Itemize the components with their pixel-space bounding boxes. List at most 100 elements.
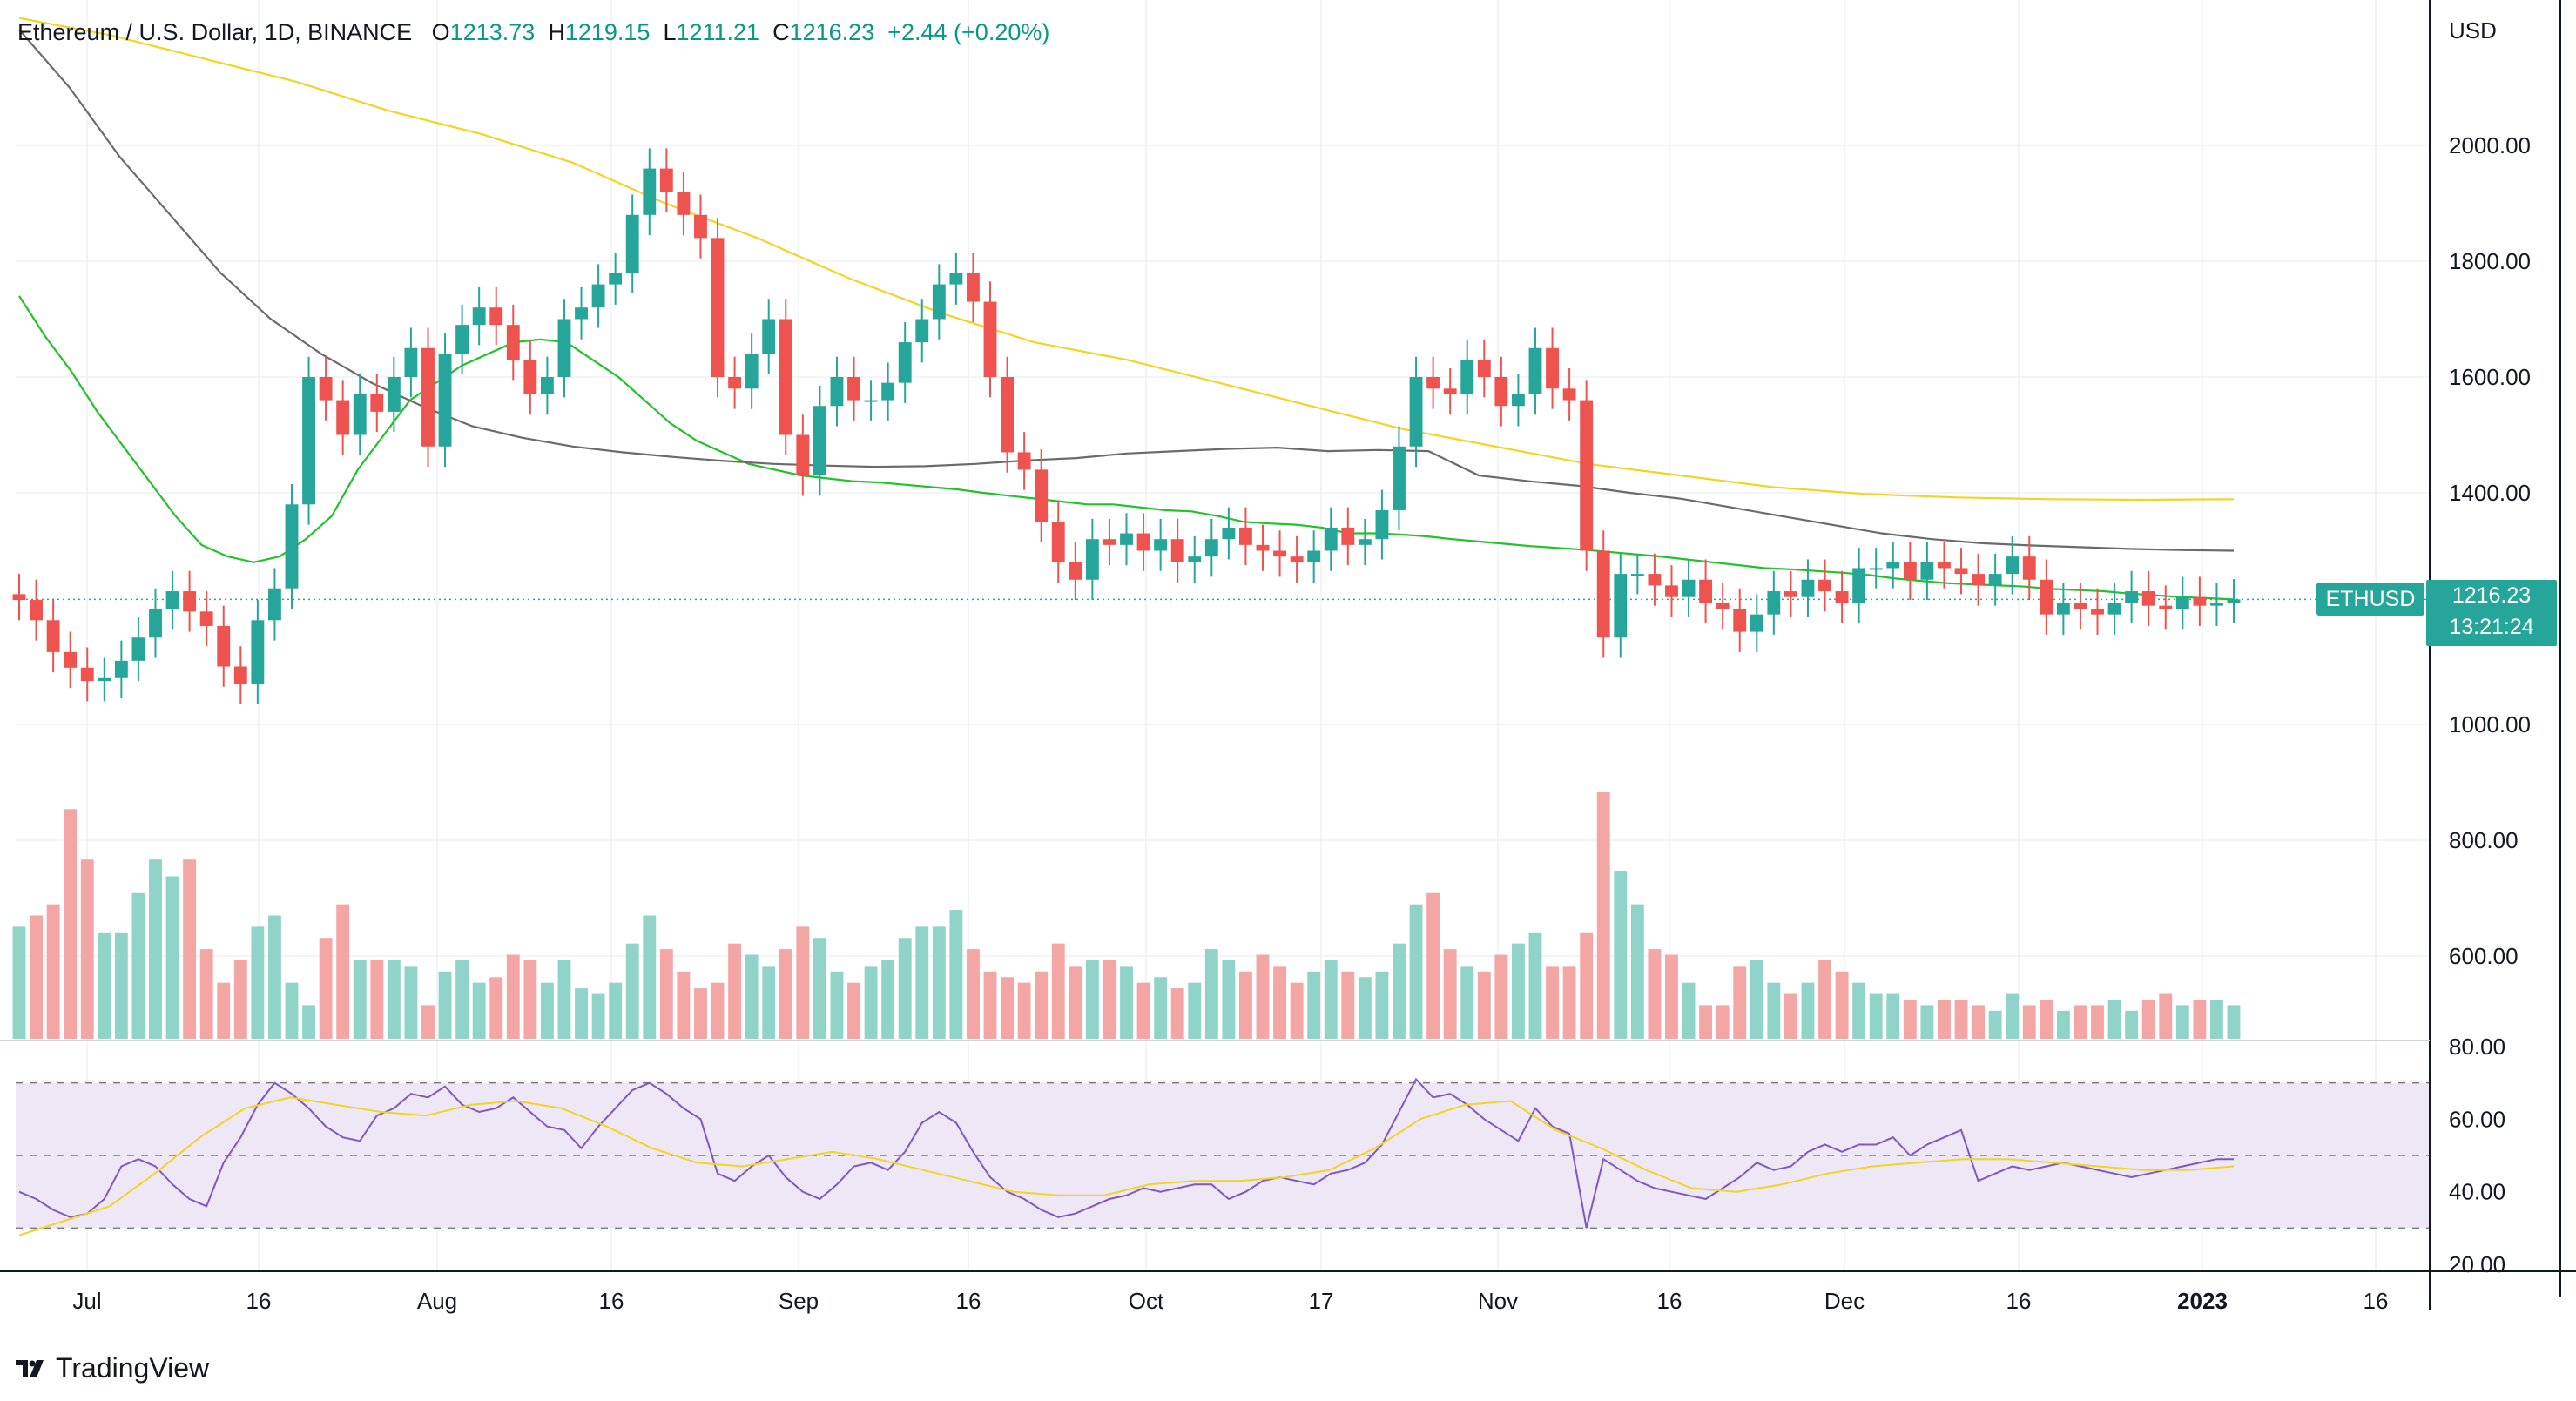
- open-value: 1213.73: [449, 19, 536, 45]
- candle-body: [1580, 400, 1594, 551]
- low-label: L: [663, 19, 677, 45]
- candle-body: [1494, 377, 1508, 407]
- volume-bar: [591, 993, 605, 1039]
- candle-body: [915, 319, 929, 343]
- candle-body: [1154, 539, 1168, 551]
- candle-body: [745, 354, 759, 389]
- time-axis-label: 16: [2364, 1288, 2389, 1314]
- candle-body: [370, 394, 384, 412]
- candle-body: [1733, 609, 1747, 632]
- candle-body: [1273, 550, 1286, 557]
- candle-body: [983, 301, 997, 377]
- volume-bar: [1869, 993, 1883, 1039]
- volume-bar: [455, 960, 469, 1039]
- volume-bar: [881, 960, 895, 1039]
- volume-bar: [506, 954, 520, 1039]
- volume-bar: [387, 960, 401, 1039]
- volume-bar: [2227, 1005, 2241, 1039]
- volume-bar: [2210, 999, 2223, 1039]
- candle-body: [1170, 539, 1184, 562]
- volume-bar: [114, 932, 128, 1039]
- volume-bar: [1580, 932, 1594, 1039]
- volume-bar: [1767, 982, 1781, 1039]
- volume-bar: [46, 904, 60, 1039]
- candle-body: [353, 394, 367, 435]
- candle-body: [1324, 527, 1338, 551]
- brand-logo[interactable]: TradingView: [16, 1352, 209, 1384]
- candle-body: [165, 591, 179, 609]
- volume-bar: [2056, 1010, 2070, 1039]
- volume-bar: [319, 938, 333, 1039]
- candle-body: [251, 620, 265, 684]
- volume-bar: [233, 960, 247, 1039]
- volume-bar: [1614, 871, 1628, 1039]
- candle-body: [80, 667, 94, 682]
- price-axis-tick: 2000.00: [2449, 132, 2531, 158]
- volume-bar: [745, 954, 759, 1039]
- volume-bar: [983, 971, 997, 1039]
- candle-body: [1528, 347, 1542, 394]
- volume-bar: [1546, 966, 1559, 1039]
- rsi-lines: [18, 1077, 2235, 1236]
- volume-bar: [165, 876, 179, 1039]
- volume-bar: [523, 960, 537, 1039]
- candle-body: [489, 307, 503, 326]
- volume-bar: [694, 988, 707, 1039]
- time-axis-label: Nov: [1478, 1288, 1518, 1314]
- candle-body: [1682, 579, 1696, 597]
- volume-bar: [796, 926, 810, 1039]
- time-axis-label: Sep: [779, 1288, 819, 1314]
- volume-bar: [847, 982, 860, 1039]
- candle-body: [1562, 388, 1576, 401]
- volume-bar: [1682, 982, 1696, 1039]
- candle-body: [12, 594, 26, 601]
- volume-bar: [267, 915, 281, 1039]
- volume-bar: [183, 859, 197, 1039]
- candle-body: [659, 168, 673, 192]
- volume-bar: [557, 960, 571, 1039]
- candle-body: [1017, 452, 1031, 470]
- volume-bar: [2022, 1005, 2036, 1039]
- volume-bar: [1069, 966, 1082, 1039]
- volume-bar: [915, 926, 929, 1039]
- volume-bar: [1017, 982, 1031, 1039]
- volume-bar: [1801, 982, 1815, 1039]
- candle-body: [1630, 574, 1644, 576]
- candle-body: [762, 319, 776, 354]
- candle-body: [183, 591, 197, 612]
- time-axis-label: Aug: [417, 1288, 457, 1314]
- volume-bar: [1393, 943, 1406, 1039]
- volume-bar: [2040, 999, 2053, 1039]
- candle-body: [404, 347, 418, 377]
- open-label: O: [431, 19, 450, 45]
- volume-bar: [762, 966, 776, 1039]
- close-value: 1216.23: [789, 19, 875, 45]
- low-value: 1211.21: [676, 19, 760, 45]
- volume-bar: [438, 971, 452, 1039]
- volume-bar: [421, 1005, 435, 1039]
- candle-body: [2159, 605, 2173, 609]
- time-axis-label: 2023: [2177, 1288, 2228, 1314]
- volume-bars: [12, 792, 2241, 1039]
- candle-body: [898, 342, 912, 383]
- candle-body: [1852, 568, 1866, 603]
- candle-body: [1938, 562, 1951, 569]
- candle-body: [1886, 562, 1900, 569]
- candle-body: [2141, 591, 2155, 606]
- candle-body: [1767, 591, 1781, 615]
- volume-bar: [711, 982, 725, 1039]
- candle-body: [1393, 446, 1406, 510]
- time-axis-label: 16: [956, 1288, 981, 1314]
- volume-bar: [1443, 949, 1457, 1039]
- candle-body: [967, 273, 980, 302]
- candle-body: [506, 325, 520, 360]
- candle-body: [1290, 556, 1304, 562]
- candle-body: [1085, 539, 1099, 580]
- volume-bar: [1426, 892, 1440, 1039]
- countdown-value: 13:21:24: [2449, 615, 2534, 639]
- time-axis-label: 16: [599, 1288, 624, 1314]
- candle-body: [114, 660, 128, 678]
- brand-name: TradingView: [56, 1352, 210, 1384]
- volume-bar: [2193, 999, 2207, 1039]
